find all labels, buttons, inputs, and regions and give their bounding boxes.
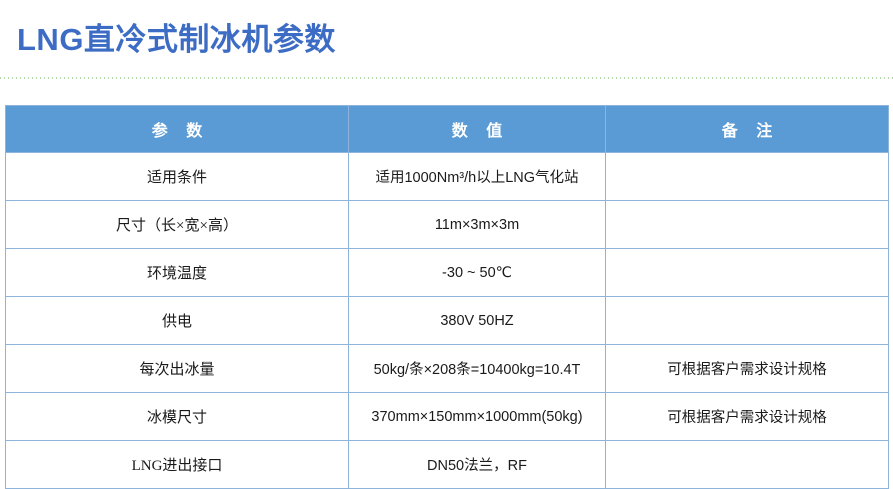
cell-value: 370mm×150mm×1000mm(50kg) xyxy=(348,392,606,441)
table-row: 环境温度 -30 ~ 50℃ xyxy=(5,248,889,297)
cell-remark xyxy=(605,200,889,249)
cell-parameter: 供电 xyxy=(5,296,349,345)
table-header: 参 数 数 值 备 注 xyxy=(5,105,889,153)
cell-parameter: 每次出冰量 xyxy=(5,344,349,393)
table-header-row: 参 数 数 值 备 注 xyxy=(5,105,889,153)
table-row: LNG进出接口 DN50法兰，RF xyxy=(5,440,889,489)
cell-remark: 可根据客户需求设计规格 xyxy=(605,344,889,393)
table-body: 适用条件 适用1000Nm³/h以上LNG气化站 尺寸（长×宽×高） 11m×3… xyxy=(5,152,889,489)
cell-value: 11m×3m×3m xyxy=(348,200,606,249)
page-title: LNG直冷式制冰机参数 xyxy=(17,21,336,57)
table-row: 适用条件 适用1000Nm³/h以上LNG气化站 xyxy=(5,152,889,201)
cell-remark: 可根据客户需求设计规格 xyxy=(605,392,889,441)
table-row: 尺寸（长×宽×高） 11m×3m×3m xyxy=(5,200,889,249)
cell-parameter: LNG进出接口 xyxy=(5,440,349,489)
table-row: 每次出冰量 50kg/条×208条=10400kg=10.4T 可根据客户需求设… xyxy=(5,344,889,393)
cell-remark xyxy=(605,296,889,345)
column-header-parameter: 参 数 xyxy=(5,105,349,153)
cell-parameter: 环境温度 xyxy=(5,248,349,297)
cell-remark xyxy=(605,152,889,201)
table-row: 供电 380V 50HZ xyxy=(5,296,889,345)
cell-value: DN50法兰，RF xyxy=(348,440,606,489)
cell-value: 380V 50HZ xyxy=(348,296,606,345)
column-header-remark: 备 注 xyxy=(605,105,889,153)
dotted-divider xyxy=(0,77,893,79)
cell-remark xyxy=(605,440,889,489)
title-bar: LNG直冷式制冰机参数 xyxy=(0,0,893,78)
column-header-value: 数 值 xyxy=(348,105,606,153)
cell-value: 50kg/条×208条=10400kg=10.4T xyxy=(348,344,606,393)
table-row: 冰模尺寸 370mm×150mm×1000mm(50kg) 可根据客户需求设计规… xyxy=(5,392,889,441)
spec-table: 参 数 数 值 备 注 适用条件 适用1000Nm³/h以上LNG气化站 尺寸（… xyxy=(5,105,889,489)
cell-remark xyxy=(605,248,889,297)
cell-parameter: 尺寸（长×宽×高） xyxy=(5,200,349,249)
cell-value: 适用1000Nm³/h以上LNG气化站 xyxy=(348,152,606,201)
cell-parameter: 适用条件 xyxy=(5,152,349,201)
cell-parameter: 冰模尺寸 xyxy=(5,392,349,441)
spec-table-container: 参 数 数 值 备 注 适用条件 适用1000Nm³/h以上LNG气化站 尺寸（… xyxy=(5,105,889,489)
cell-value: -30 ~ 50℃ xyxy=(348,248,606,297)
